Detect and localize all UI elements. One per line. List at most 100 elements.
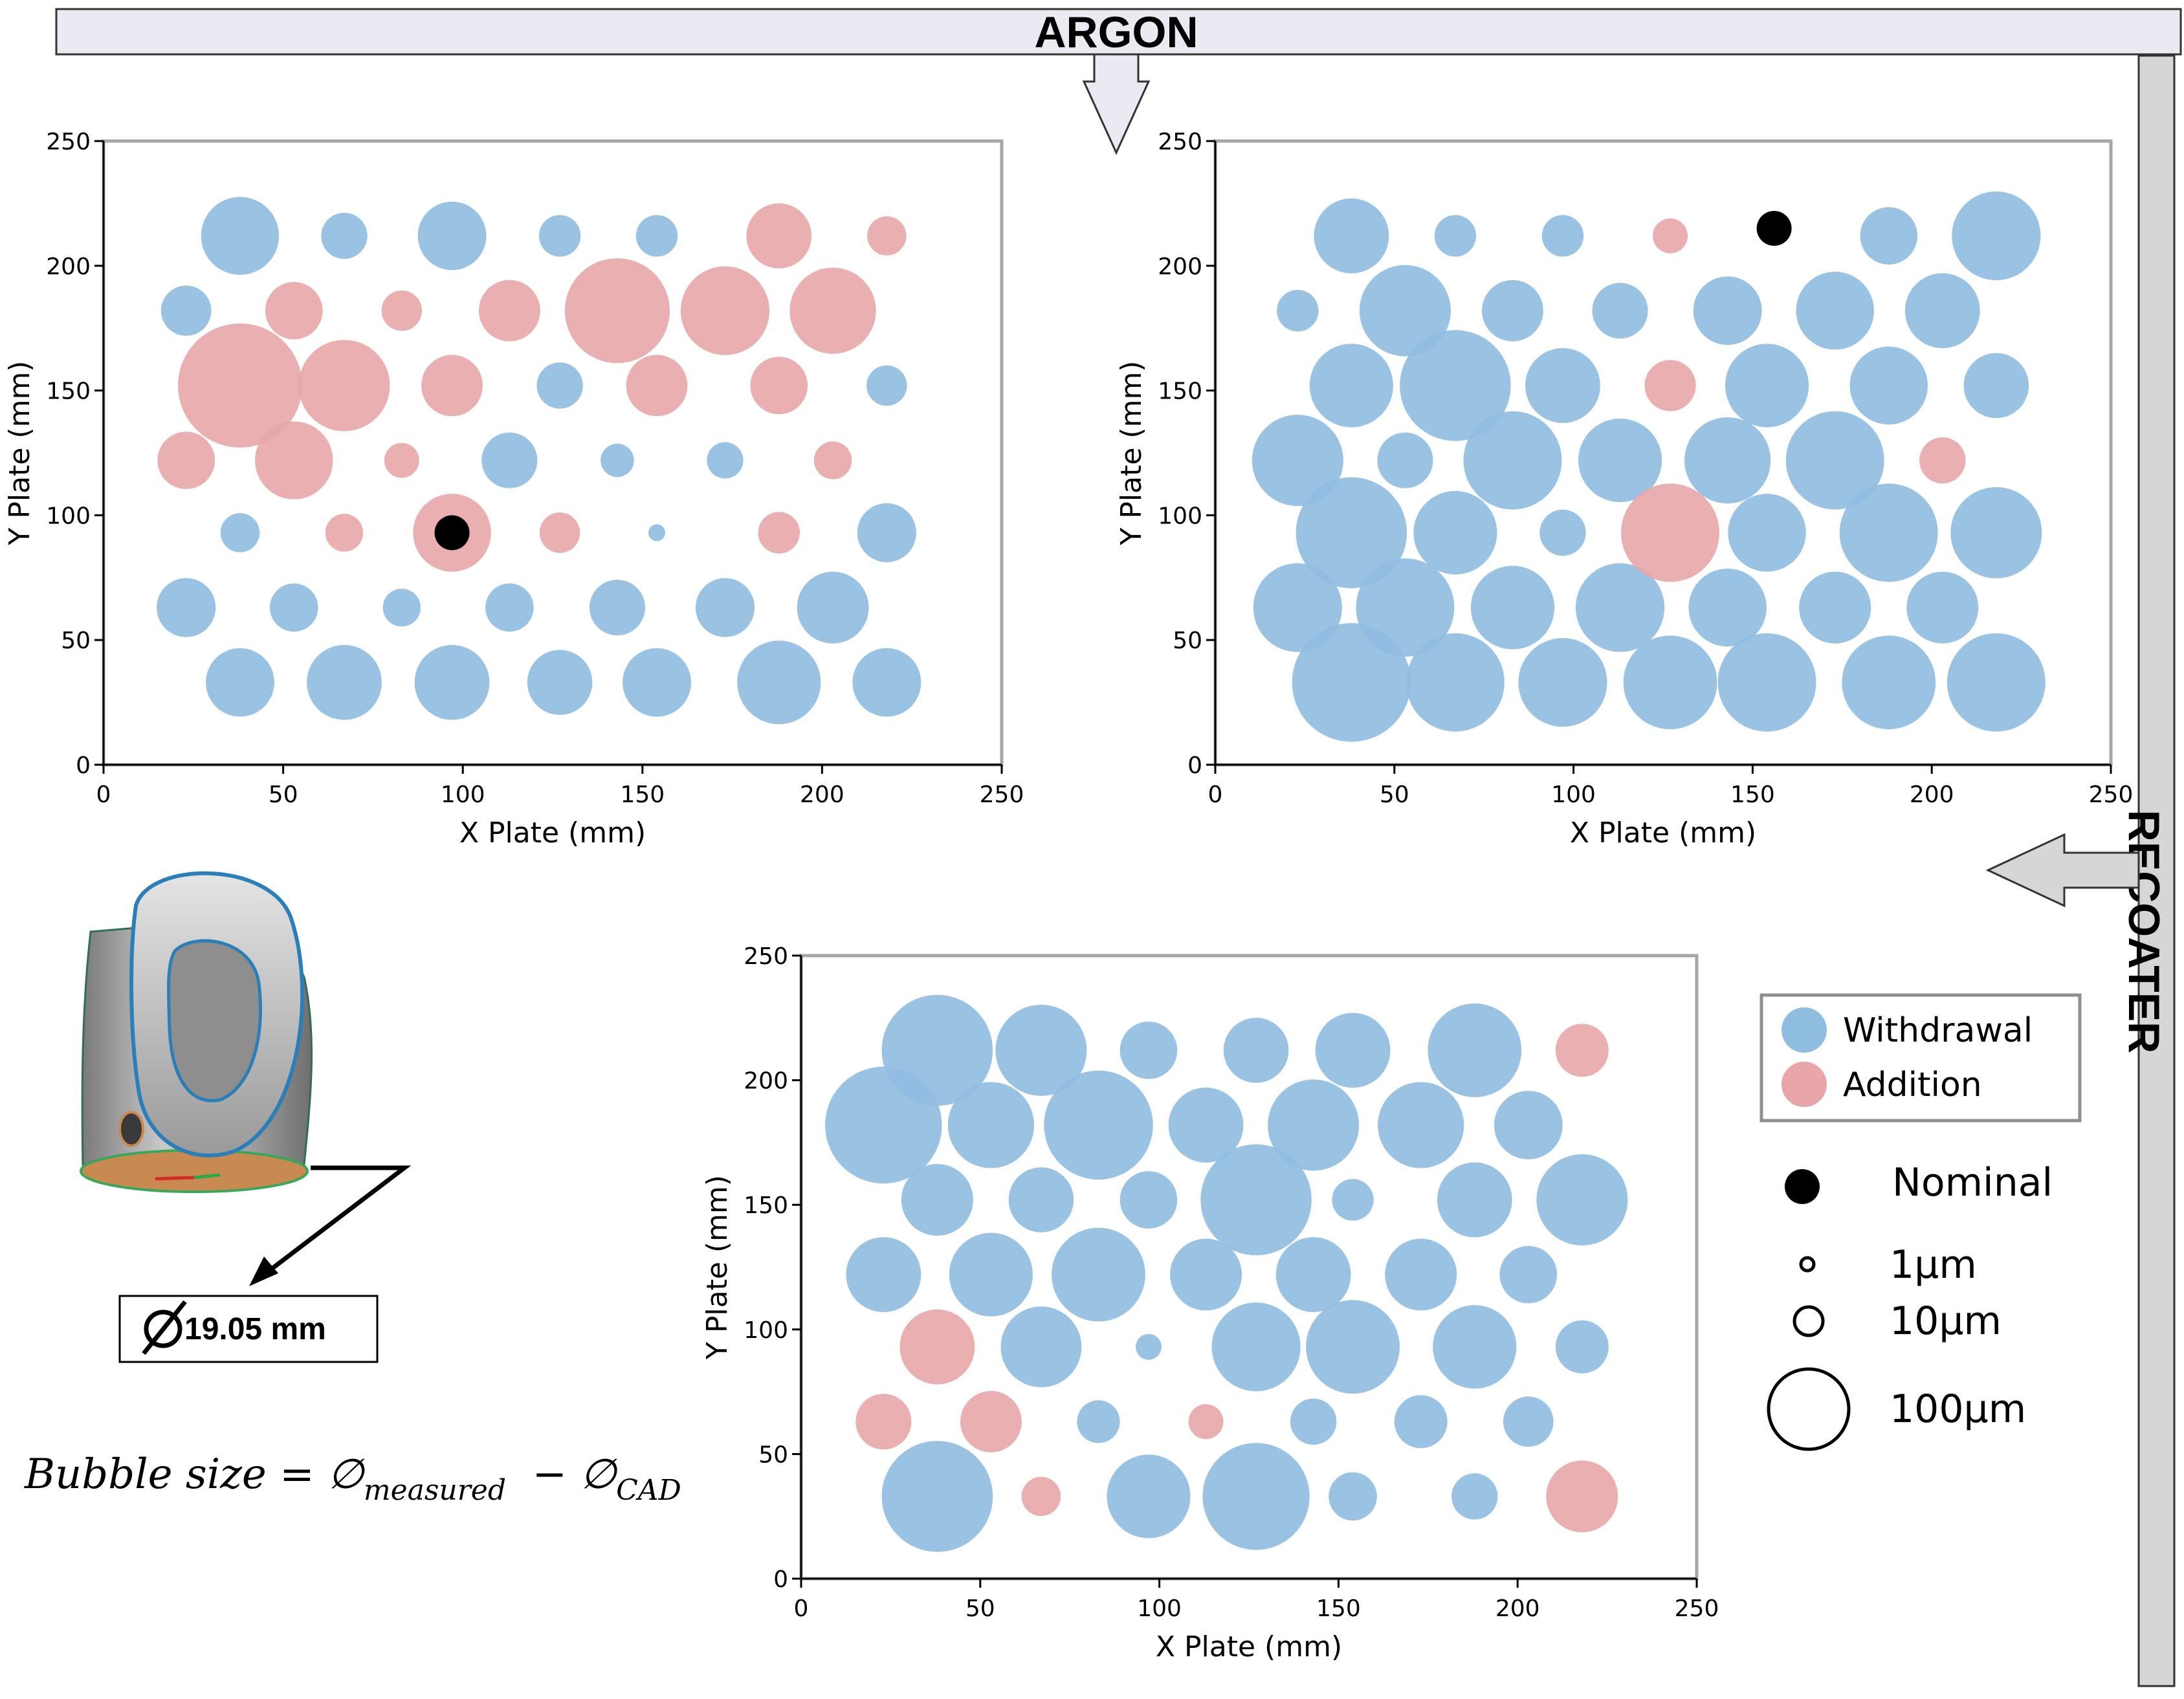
withdrawal-bubble	[1525, 347, 1600, 423]
withdrawal-bubble	[1839, 483, 1938, 582]
addition-bubble	[1546, 1460, 1618, 1533]
withdrawal-bubble	[1499, 1245, 1558, 1304]
x-tick-label: 50	[269, 782, 298, 808]
formula-phi-measured: ∅	[327, 1451, 366, 1498]
addition-bubble	[1021, 1476, 1061, 1517]
withdrawal-bubble	[1906, 571, 1979, 644]
withdrawal-bubble	[737, 641, 821, 725]
x-tick-label: 250	[2089, 782, 2134, 808]
withdrawal-bubble	[1377, 432, 1433, 488]
legend-withdrawal-swatch	[1781, 1007, 1827, 1053]
y-axis-label: Y Plate (mm)	[1115, 361, 1148, 546]
formula-minus: −	[519, 1451, 580, 1498]
y-tick-label: 0	[1187, 752, 1202, 779]
argon-bar	[55, 8, 2182, 56]
legend-addition-label: Addition	[1843, 1066, 1982, 1104]
withdrawal-bubble	[1494, 1090, 1563, 1159]
addition-bubble	[178, 323, 302, 448]
withdrawal-bubble	[160, 285, 212, 336]
withdrawal-bubble	[206, 648, 274, 717]
withdrawal-bubble	[648, 524, 666, 542]
y-axis-label: Y Plate (mm)	[3, 361, 36, 546]
addition-bubble	[867, 216, 907, 256]
withdrawal-bubble	[1503, 1396, 1554, 1447]
withdrawal-bubble	[1555, 1320, 1609, 1374]
withdrawal-bubble	[481, 432, 538, 488]
x-tick-label: 200	[1910, 782, 1954, 808]
withdrawal-bubble	[852, 648, 921, 717]
withdrawal-bubble	[485, 583, 534, 632]
withdrawal-bubble	[1168, 1088, 1244, 1163]
withdrawal-bubble	[857, 503, 916, 562]
x-tick-label: 100	[441, 782, 485, 808]
addition-bubble	[478, 280, 540, 342]
withdrawal-bubble	[1044, 1070, 1153, 1180]
argon-banner: ARGON	[55, 8, 2182, 155]
withdrawal-bubble	[825, 1066, 942, 1184]
withdrawal-bubble	[157, 578, 216, 637]
recoater-arrow-left-icon	[1985, 833, 2140, 908]
withdrawal-bubble	[1309, 344, 1393, 428]
x-tick-label: 0	[794, 1595, 809, 1622]
withdrawal-bubble	[707, 442, 744, 479]
nominal-marker	[1756, 210, 1792, 246]
withdrawal-bubble	[1952, 191, 2041, 281]
withdrawal-bubble	[866, 365, 907, 406]
addition-bubble	[746, 203, 812, 269]
withdrawal-bubble	[1292, 623, 1411, 742]
withdrawal-bubble	[1253, 563, 1342, 652]
withdrawal-bubble	[538, 215, 581, 257]
addition-bubble	[381, 290, 423, 331]
bubbles-layer	[157, 197, 921, 725]
bubbles-layer	[825, 994, 1628, 1552]
addition-bubble	[626, 355, 688, 417]
y-tick-label: 50	[61, 628, 91, 654]
diameter-callout: 19.05 mm	[118, 1165, 412, 1363]
withdrawal-bubble	[1470, 565, 1555, 650]
withdrawal-bubble	[1394, 1395, 1448, 1449]
withdrawal-bubble	[1463, 411, 1562, 510]
addition-bubble	[855, 1394, 912, 1450]
withdrawal-bubble	[1223, 1018, 1289, 1083]
withdrawal-bubble	[1400, 330, 1511, 441]
legend-withdrawal-label: Withdrawal	[1843, 1011, 2033, 1050]
withdrawal-bubble	[589, 580, 645, 636]
diameter-symbol-icon	[142, 1300, 187, 1355]
withdrawal-bubble	[1482, 280, 1543, 342]
withdrawal-bubble	[1314, 198, 1389, 274]
withdrawal-bubble	[1539, 509, 1586, 556]
diameter-label: 19.05 mm	[184, 1312, 326, 1346]
withdrawal-bubble	[414, 644, 490, 720]
addition-bubble	[758, 512, 800, 554]
y-axis-label: Y Plate (mm)	[701, 1175, 734, 1360]
withdrawal-bubble	[1202, 1443, 1310, 1550]
withdrawal-bubble	[1296, 477, 1407, 589]
withdrawal-bubble	[1592, 283, 1648, 339]
withdrawal-bubble	[1963, 353, 2029, 419]
withdrawal-bubble	[201, 197, 280, 275]
recoater-bar-group: RECOATER	[1985, 54, 2176, 1687]
part-side-hole	[118, 1111, 144, 1147]
y-tick-label: 200	[744, 1068, 788, 1095]
legend: Withdrawal Addition Nominal 1µm 10µm 100…	[1759, 993, 2082, 1451]
bubble-chart-bottom: 0 50 100 150 200 250 0 50 100 150 200 250 X Plate (m…	[701, 943, 1719, 1663]
addition-bubble	[157, 432, 215, 489]
withdrawal-bubble	[1623, 635, 1717, 730]
formula-phi-cad: ∅	[580, 1451, 618, 1498]
legend-addition-swatch	[1781, 1062, 1827, 1107]
recoater-label: RECOATER	[2119, 810, 2168, 1054]
bubble-chart-top-left: 0 50 100 150 200 250 0 50 100 150 200 250 X Plate (m…	[3, 129, 1024, 850]
withdrawal-bubble	[1451, 1473, 1498, 1520]
x-axis-label: X Plate (mm)	[1156, 1630, 1342, 1663]
legend-size-1-label: 1µm	[1890, 1242, 1977, 1288]
legend-size-10-label: 10µm	[1890, 1299, 2002, 1344]
withdrawal-bubble	[1385, 1238, 1457, 1311]
part-illustration	[80, 871, 313, 1193]
bubbles-layer	[1252, 191, 2046, 742]
part-loop-hole	[167, 939, 262, 1102]
leader-arrowhead-icon	[249, 1256, 278, 1286]
x-axis-label: X Plate (mm)	[1570, 817, 1756, 850]
withdrawal-bubble	[1428, 1003, 1522, 1097]
withdrawal-bubble	[1052, 1227, 1145, 1322]
withdrawal-bubble	[1518, 638, 1607, 727]
